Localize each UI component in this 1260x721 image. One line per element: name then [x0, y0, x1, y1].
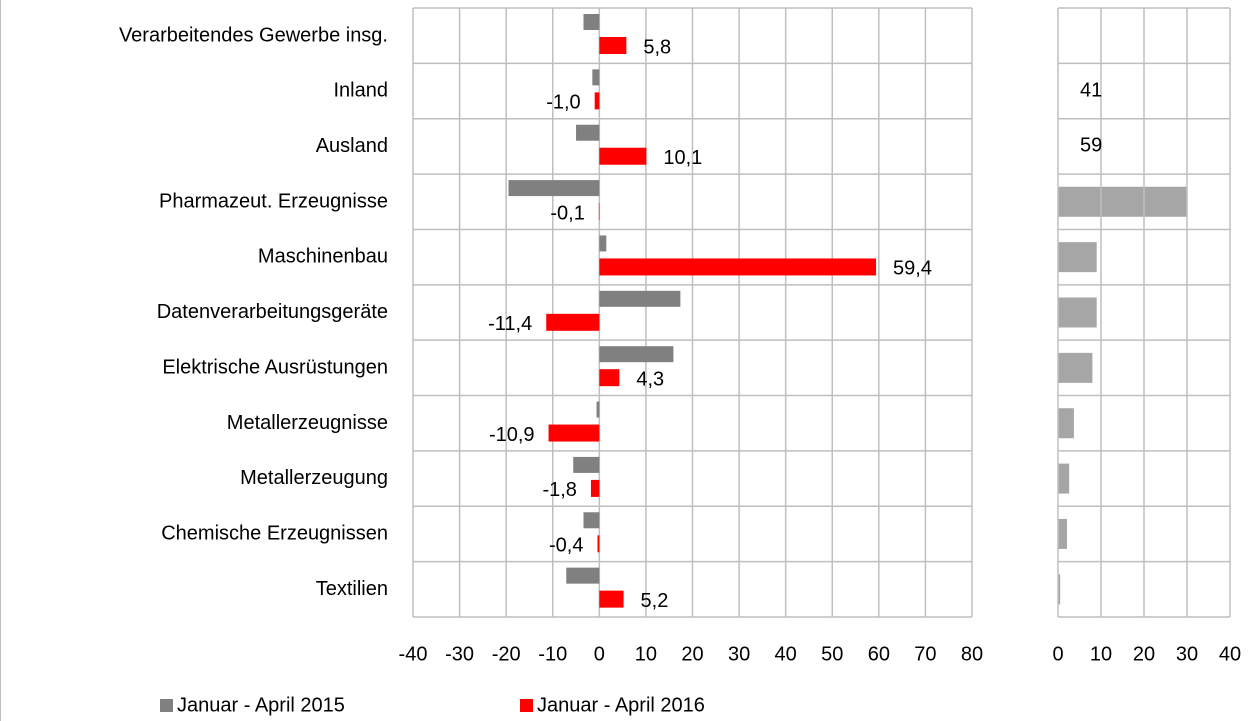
data-label: -1,0 [546, 92, 580, 114]
category-label: Verarbeitendes Gewerbe insg. [119, 24, 388, 46]
data-label: 4,3 [636, 368, 664, 390]
bar [1058, 186, 1187, 217]
bar [1058, 242, 1097, 273]
bar [1058, 518, 1068, 549]
bar [508, 180, 600, 197]
bar [573, 456, 600, 473]
data-label: -10,9 [489, 424, 535, 446]
bar [566, 567, 600, 584]
data-label: -1,8 [542, 479, 576, 501]
bar [596, 401, 600, 418]
x-tick-label: 50 [821, 643, 843, 665]
legend-swatch [520, 699, 533, 712]
x-tick-label: 10 [635, 643, 657, 665]
data-label: 5,2 [641, 590, 669, 612]
x-tick-label: 70 [914, 643, 936, 665]
bar [1058, 574, 1061, 605]
bar [599, 369, 620, 387]
bar [597, 535, 600, 553]
bar [1058, 297, 1097, 328]
bar [546, 313, 600, 331]
category-label: Pharmazeut. Erzeugnisse [159, 190, 388, 212]
x-tick-label: 10 [1090, 643, 1112, 665]
bar [599, 235, 607, 252]
category-label: Metallerzeugung [240, 467, 388, 489]
data-label: 5,8 [643, 36, 671, 58]
data-label: 10,1 [663, 147, 702, 169]
bar [599, 290, 681, 307]
data-label: -0,1 [550, 202, 584, 224]
x-tick-label: -20 [492, 643, 521, 665]
bar [599, 346, 674, 363]
data-label: 41 [1080, 79, 1102, 101]
x-tick-label: 80 [961, 643, 983, 665]
category-label: Elektrische Ausrüstungen [162, 356, 388, 378]
x-tick-label: 60 [868, 643, 890, 665]
bar [599, 37, 627, 54]
x-tick-label: 30 [1176, 643, 1198, 665]
x-tick-label: 0 [1052, 643, 1063, 665]
category-label: Ausland [316, 135, 388, 157]
x-tick-label: -40 [399, 643, 428, 665]
bar [548, 424, 600, 442]
x-tick-label: 40 [775, 643, 797, 665]
bar [1058, 408, 1074, 439]
category-label: Textilien [316, 578, 388, 600]
data-label: 59,4 [893, 258, 932, 280]
data-label: -11,4 [488, 313, 532, 335]
x-tick-label: 20 [681, 643, 703, 665]
data-label: 59 [1080, 135, 1102, 157]
bar [592, 69, 600, 86]
legend-label: Januar - April 2016 [537, 694, 705, 716]
legend-label: Januar - April 2015 [177, 694, 345, 716]
category-label: Chemische Erzeugnissen [161, 523, 388, 545]
category-label: Inland [334, 80, 389, 102]
bar [590, 479, 600, 497]
bar [583, 14, 600, 30]
category-label: Maschinenbau [258, 246, 388, 268]
x-tick-label: -10 [538, 643, 567, 665]
x-tick-label: 0 [594, 643, 605, 665]
data-label: -0,4 [549, 535, 583, 557]
x-tick-label: -30 [445, 643, 474, 665]
x-tick-label: 20 [1133, 643, 1155, 665]
bar [599, 590, 624, 608]
bar [599, 258, 877, 276]
legend-swatch [160, 699, 173, 712]
plot-clip [1058, 186, 1187, 605]
category-label: Datenverarbeitungsgeräte [157, 301, 388, 323]
bar [1058, 463, 1070, 494]
bar [583, 512, 600, 529]
bar [576, 124, 600, 141]
bar [1058, 352, 1093, 383]
x-tick-label: 30 [728, 643, 750, 665]
category-label: Metallerzeugnisse [227, 412, 388, 434]
bar [594, 92, 600, 110]
x-tick-label: 40 [1219, 643, 1241, 665]
bar [599, 147, 647, 165]
